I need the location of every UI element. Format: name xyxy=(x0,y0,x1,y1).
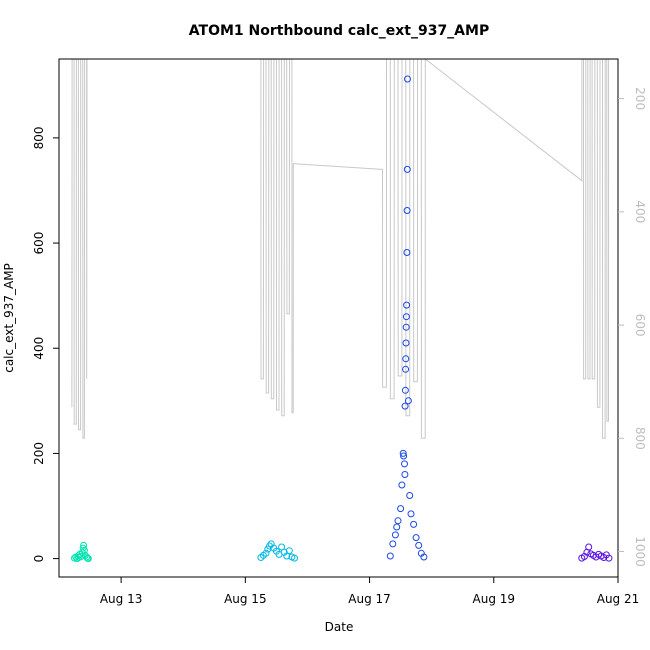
data-point xyxy=(386,552,394,560)
y-tick-label: 0 xyxy=(32,555,46,563)
y-axis-label: calc_ext_937_AMP xyxy=(2,263,16,373)
x-axis: Aug 13 Aug 15 Aug 17 Aug 19 Aug 21 xyxy=(100,577,639,606)
data-point xyxy=(402,339,410,347)
y2-tick-label: 600 xyxy=(633,314,647,337)
data-point xyxy=(605,554,613,562)
y2-tick-label: 200 xyxy=(633,87,647,110)
data-point xyxy=(404,397,412,405)
data-point xyxy=(262,549,270,557)
y-axis: 0 200 400 600 800 xyxy=(32,126,59,562)
data-point xyxy=(410,520,418,528)
data-point xyxy=(84,555,92,563)
data-point xyxy=(80,546,88,554)
y-tick-label: 600 xyxy=(32,232,46,255)
data-point xyxy=(397,505,405,513)
data-point xyxy=(391,531,399,539)
data-point xyxy=(83,553,91,561)
data-point xyxy=(80,541,88,549)
x-tick-label: Aug 15 xyxy=(224,592,267,606)
depth-profile-layer xyxy=(71,57,610,439)
data-point xyxy=(394,517,402,525)
data-point xyxy=(404,75,411,83)
data-point xyxy=(401,471,409,478)
x-axis-label: Date xyxy=(325,620,354,634)
data-point xyxy=(285,547,293,555)
data-point xyxy=(403,301,411,309)
data-point xyxy=(402,313,410,321)
y-tick-label: 200 xyxy=(32,442,46,465)
data-point xyxy=(406,492,414,499)
data-point xyxy=(412,534,420,542)
data-point xyxy=(403,207,411,214)
data-point xyxy=(420,553,428,561)
data-point xyxy=(393,523,401,531)
data-point xyxy=(403,165,411,173)
data-point xyxy=(401,402,409,410)
data-point xyxy=(398,481,406,489)
data-point xyxy=(402,355,410,363)
data-point xyxy=(291,554,298,562)
data-point xyxy=(402,365,410,373)
chart-title: ATOM1 Northbound calc_ext_937_AMP xyxy=(189,23,489,39)
depth-profile-line xyxy=(71,57,610,439)
data-point xyxy=(401,386,409,394)
data-point xyxy=(585,543,593,551)
x-tick-label: Aug 21 xyxy=(597,592,640,606)
y2-tick-label: 1000 xyxy=(633,536,647,567)
y2-tick-label: 800 xyxy=(633,427,647,450)
data-point xyxy=(399,449,407,457)
y2-tick-label: 400 xyxy=(633,200,647,223)
data-point xyxy=(415,541,423,549)
data-point xyxy=(266,542,273,550)
data-point xyxy=(407,510,415,518)
data-points-layer xyxy=(71,75,613,563)
y-tick-label: 400 xyxy=(32,337,46,360)
data-point xyxy=(403,249,411,256)
plot-frame xyxy=(58,58,619,578)
data-point xyxy=(401,460,408,468)
y-tick-label: 800 xyxy=(32,126,46,149)
data-point xyxy=(389,540,397,548)
x-tick-label: Aug 13 xyxy=(100,592,143,606)
data-point xyxy=(71,554,78,562)
x-tick-label: Aug 17 xyxy=(348,592,391,606)
x-tick-label: Aug 19 xyxy=(473,592,516,606)
data-point xyxy=(400,452,408,460)
y2-axis: 200 400 600 800 1000 xyxy=(618,87,647,567)
data-point xyxy=(402,323,410,331)
